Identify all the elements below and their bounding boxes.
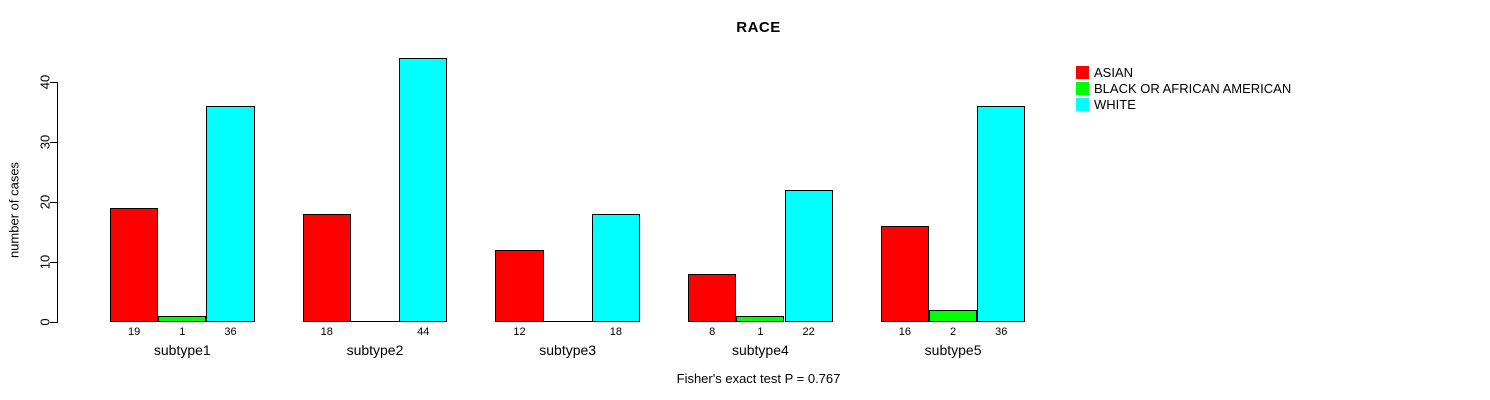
fisher-exact-test-note: Fisher's exact test P = 0.767 <box>676 371 841 386</box>
x-category-label: subtype5 <box>924 342 982 358</box>
bar-value-label: 18 <box>609 326 623 338</box>
bar-asian-subtype3 <box>495 250 544 322</box>
bar-black-or-african-american-subtype2-zero <box>350 321 400 322</box>
bar-white-subtype5 <box>977 106 1026 322</box>
y-axis-tick <box>50 142 57 143</box>
bar-value-label: 2 <box>950 326 957 338</box>
x-category-label: subtype4 <box>731 342 789 358</box>
y-axis-tick-label-text: 0 <box>37 318 53 326</box>
bar-asian-subtype2 <box>302 214 351 322</box>
legend-item: ASIAN <box>1076 65 1291 80</box>
bar-black-or-african-american-subtype1 <box>158 316 207 322</box>
bar-value-label: 18 <box>320 326 333 338</box>
bar-asian-subtype1 <box>110 208 159 322</box>
y-axis-tick <box>50 82 57 83</box>
bar-value-label: 1 <box>179 326 186 338</box>
bar-value-label: 36 <box>995 326 1008 338</box>
legend: ASIAN BLACK OR AFRICAN AMERICAN WHITE <box>1076 65 1292 114</box>
x-category-label: subtype3 <box>539 342 597 358</box>
y-axis-tick <box>50 202 57 203</box>
bar-value-label: 12 <box>513 326 526 338</box>
bar-white-subtype4 <box>784 190 833 322</box>
bar-white-subtype2 <box>399 58 448 322</box>
bar-value-label: 16 <box>898 326 912 338</box>
chart-title: RACE <box>736 19 781 36</box>
y-axis-label-text: number of cases <box>6 161 22 259</box>
y-axis-line <box>57 82 58 323</box>
bar-white-subtype3 <box>591 214 640 322</box>
legend-label: ASIAN <box>1094 65 1134 80</box>
bar-asian-subtype4 <box>688 274 737 322</box>
bar-value-label: 1 <box>757 326 764 338</box>
bar-asian-subtype5 <box>880 226 929 322</box>
bar-value-label: 22 <box>802 326 815 338</box>
legend-item: WHITE <box>1076 97 1291 112</box>
x-category-label: subtype1 <box>153 342 211 358</box>
bar-black-or-african-american-subtype4 <box>736 316 785 322</box>
bar-value-label: 19 <box>127 326 141 338</box>
legend-color-swatch-icon <box>1076 82 1089 95</box>
bar-white-subtype1 <box>206 106 255 322</box>
x-category-label: subtype2 <box>346 342 404 358</box>
legend-item: BLACK OR AFRICAN AMERICAN <box>1076 81 1292 96</box>
legend-label: WHITE <box>1094 97 1136 112</box>
legend-color-swatch-icon <box>1076 66 1089 79</box>
bar-black-or-african-american-subtype5 <box>929 310 978 322</box>
y-axis-tick-label-text: 40 <box>37 74 53 90</box>
y-axis-tick <box>50 322 57 323</box>
y-axis-tick-label-text: 20 <box>37 194 53 210</box>
legend-label: BLACK OR AFRICAN AMERICAN <box>1094 81 1292 96</box>
y-axis-tick <box>50 262 57 263</box>
legend-color-swatch-icon <box>1076 98 1089 111</box>
y-axis-tick-label-text: 30 <box>37 134 53 150</box>
bar-value-label: 44 <box>417 326 430 338</box>
bar-value-label: 8 <box>709 326 716 338</box>
bar-black-or-african-american-subtype3-zero <box>543 321 592 322</box>
bar-value-label: 36 <box>224 326 237 338</box>
y-axis-tick-label-text: 10 <box>37 254 53 270</box>
